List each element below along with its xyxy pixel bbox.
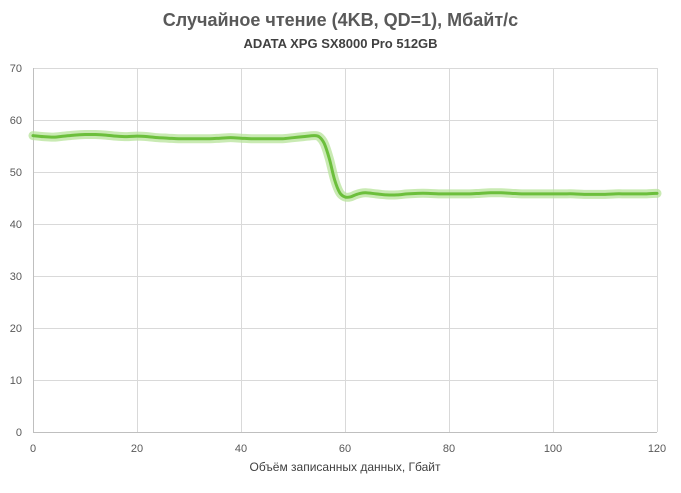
y-tick-label: 10 xyxy=(10,375,22,387)
chart-subtitle: ADATA XPG SX8000 Pro 512GB xyxy=(243,36,438,51)
gridlines xyxy=(33,68,658,432)
x-tick-label: 20 xyxy=(131,443,143,455)
tick-labels: 0 10 20 30 40 50 60 70 0 20 40 60 80 100 120 xyxy=(10,63,666,455)
y-tick-label: 50 xyxy=(10,167,22,179)
y-tick-label: 60 xyxy=(10,115,22,127)
y-tick-label: 0 xyxy=(16,427,22,439)
series-line xyxy=(31,132,659,199)
x-tick-label: 0 xyxy=(30,443,36,455)
x-tick-label: 80 xyxy=(443,443,455,455)
axes xyxy=(33,68,657,433)
x-tick-label: 120 xyxy=(648,443,666,455)
y-tick-label: 40 xyxy=(10,219,22,231)
x-tick-label: 40 xyxy=(235,443,247,455)
y-tick-label: 20 xyxy=(10,323,22,335)
series-layer xyxy=(28,129,662,202)
chart-title: Случайное чтение (4KB, QD=1), Мбайт/с xyxy=(162,10,519,30)
x-axis-label: Объём записанных данных, Гбайт xyxy=(249,460,441,474)
y-tick-label: 70 xyxy=(10,63,22,75)
x-tick-label: 60 xyxy=(339,443,351,455)
x-tick-label: 100 xyxy=(544,443,562,455)
y-tick-label: 30 xyxy=(10,271,22,283)
